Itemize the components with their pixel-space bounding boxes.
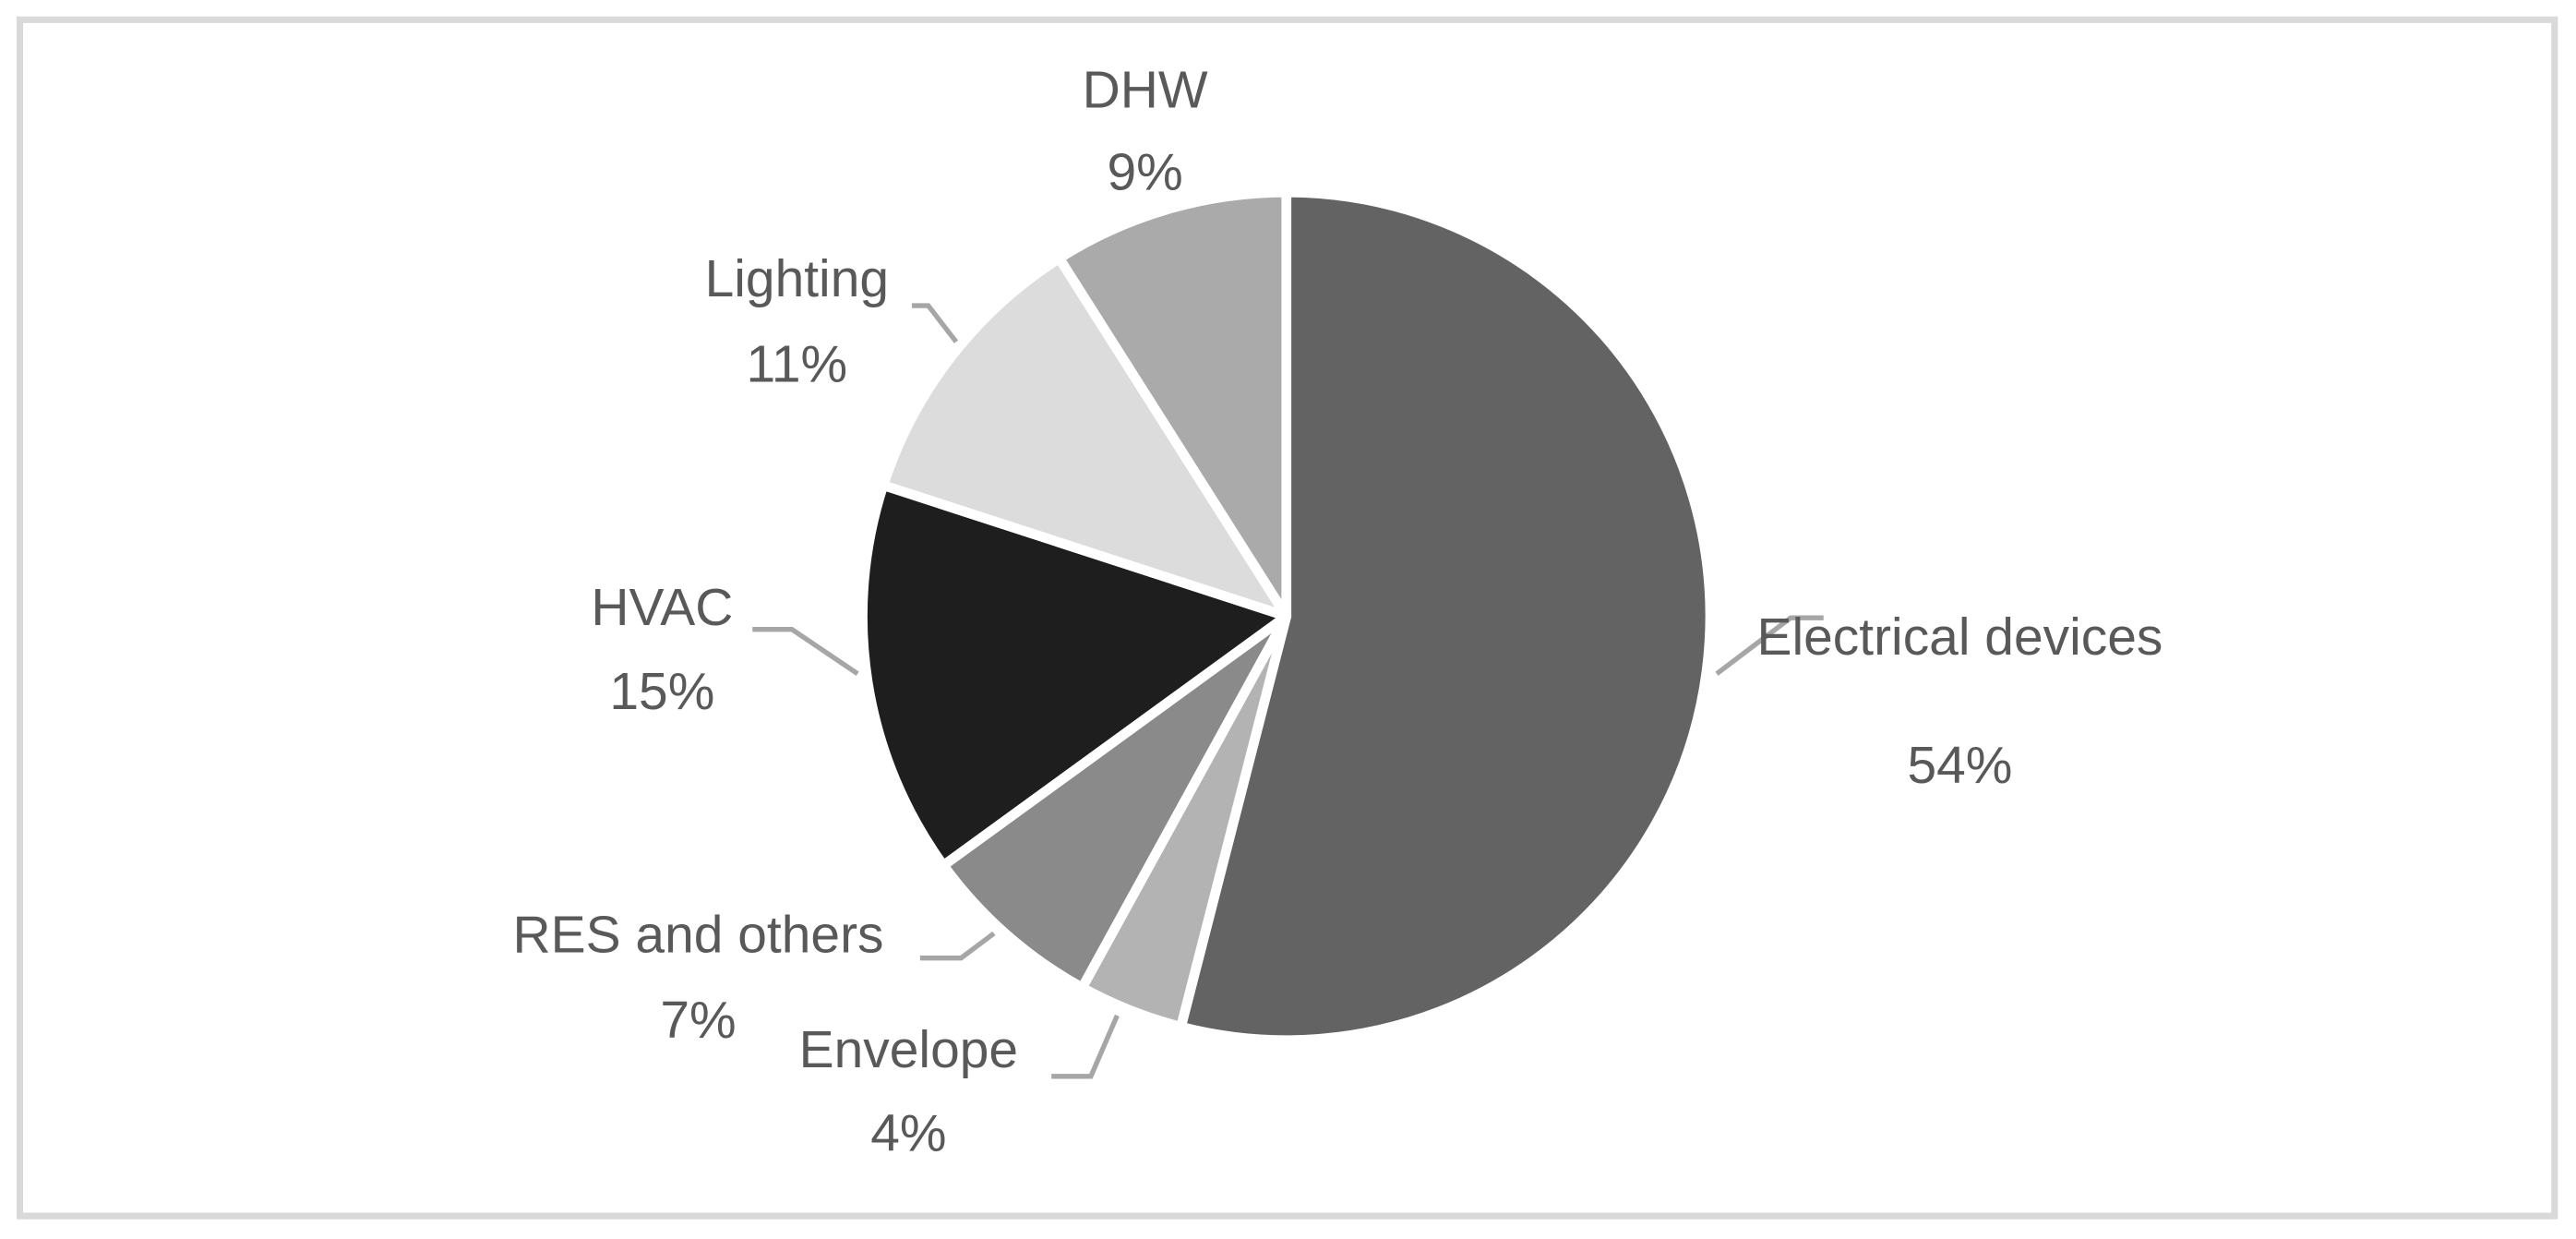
pie: [857, 186, 1716, 1045]
category-label: RES and others: [513, 905, 884, 964]
leader-line: [911, 303, 959, 343]
data-labels: Electrical devices 54% Envelope 4% RES and o…: [513, 60, 2163, 1162]
value-label: 15%: [609, 662, 714, 721]
leader-line: [752, 627, 859, 676]
pie-slice: [938, 611, 1292, 993]
value-label: 9%: [1108, 142, 1183, 201]
pie-slice: [1176, 186, 1716, 1045]
pie-slice: [878, 253, 1292, 621]
category-label: Envelope: [799, 1020, 1018, 1079]
category-label: HVAC: [591, 578, 733, 637]
category-label: DHW: [1083, 60, 1208, 119]
category-label: Lighting: [705, 249, 889, 308]
value-label: 4%: [870, 1104, 946, 1163]
category-label: Electrical devices: [1757, 607, 2163, 667]
leader-line: [919, 931, 996, 961]
leader-lines: [752, 303, 1824, 1079]
leader-line: [1051, 1014, 1120, 1079]
value-label: 7%: [660, 991, 736, 1050]
leader-line: [1715, 615, 1824, 676]
value-label: 54%: [1907, 736, 2012, 795]
pie-slice: [1054, 186, 1292, 621]
pie-slice: [857, 480, 1292, 871]
value-label: 11%: [746, 335, 847, 394]
